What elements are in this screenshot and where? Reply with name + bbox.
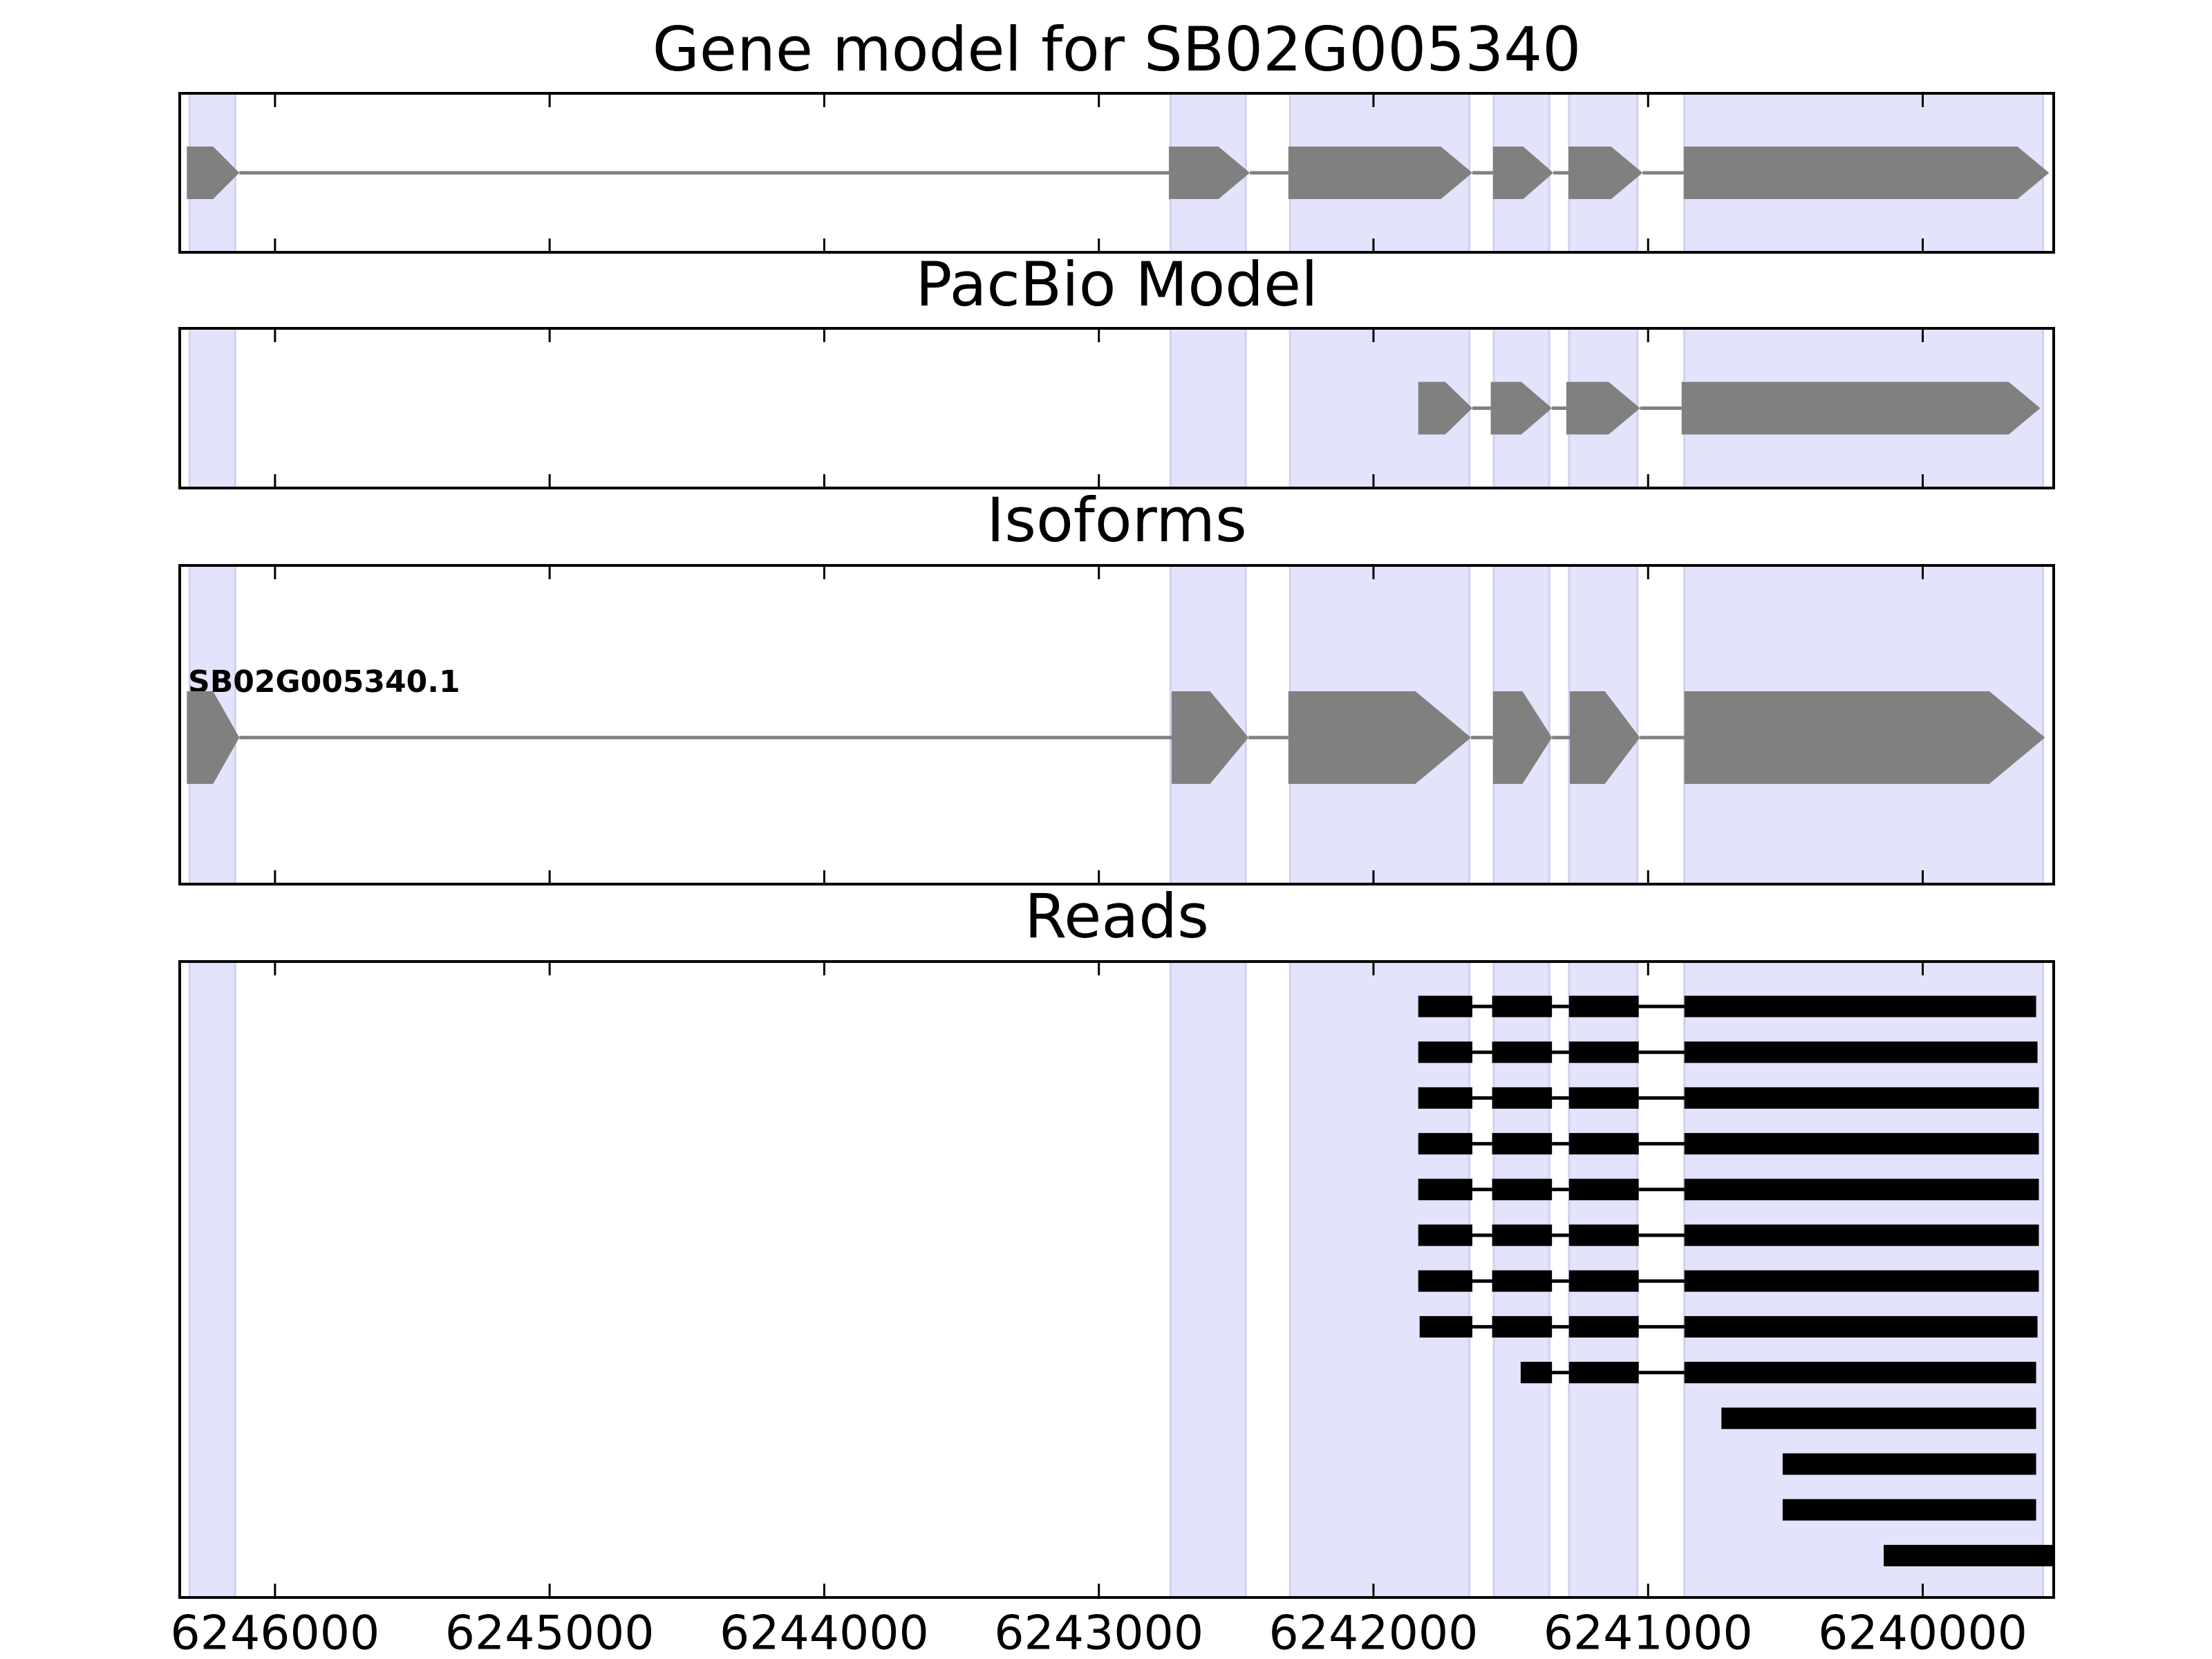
exon bbox=[1570, 691, 1640, 784]
exon bbox=[187, 691, 240, 784]
exon bbox=[1683, 147, 2050, 199]
x-tick-label: 6245000 bbox=[445, 1606, 655, 1659]
panel-frame bbox=[178, 327, 2055, 489]
read-block bbox=[1492, 1179, 1553, 1201]
read-block bbox=[1684, 1041, 2038, 1063]
panel-frame bbox=[178, 564, 2055, 885]
read-block bbox=[1684, 1087, 2039, 1109]
panel-title: Reads bbox=[1024, 881, 1209, 952]
exon bbox=[1171, 691, 1249, 784]
read-block bbox=[1418, 1133, 1472, 1155]
read-block bbox=[1684, 995, 2036, 1018]
exon bbox=[1288, 147, 1472, 199]
panel-title: PacBio Model bbox=[915, 249, 1318, 320]
read-block bbox=[1492, 1224, 1553, 1246]
read-block bbox=[1568, 1270, 1639, 1292]
read-block bbox=[1782, 1499, 2036, 1521]
read-block bbox=[1418, 1041, 1472, 1063]
read-block bbox=[1684, 1362, 2036, 1384]
panel-frame bbox=[178, 92, 2055, 254]
read-block bbox=[1721, 1407, 2036, 1430]
read-block bbox=[1418, 995, 1472, 1018]
read-block bbox=[1568, 1087, 1639, 1109]
read-block bbox=[1418, 1179, 1472, 1201]
read-block bbox=[1492, 1270, 1553, 1292]
exon bbox=[1681, 382, 2041, 435]
read-block bbox=[1568, 1224, 1639, 1246]
exon bbox=[1684, 691, 2045, 784]
x-tick-label: 6240000 bbox=[1818, 1606, 2027, 1659]
read-block bbox=[1418, 1270, 1472, 1292]
x-tick-label: 6241000 bbox=[1544, 1606, 1753, 1659]
read-block bbox=[1418, 1087, 1472, 1109]
read-block bbox=[1782, 1453, 2036, 1475]
read-block bbox=[1418, 1224, 1472, 1246]
read-block bbox=[1684, 1179, 2039, 1201]
read-block bbox=[1492, 1133, 1553, 1155]
exon bbox=[1288, 691, 1471, 784]
read-block bbox=[1684, 1315, 2038, 1338]
read-block bbox=[1492, 1315, 1553, 1338]
read-block bbox=[1568, 1179, 1639, 1201]
read-block bbox=[1568, 1315, 1639, 1338]
read-block bbox=[1884, 1544, 2054, 1566]
isoform-label: SB02G005340.1 bbox=[188, 664, 460, 700]
read-block bbox=[1568, 1133, 1639, 1155]
read-block bbox=[1520, 1362, 1553, 1384]
read-block bbox=[1568, 1362, 1639, 1384]
x-tick-label: 6244000 bbox=[720, 1606, 929, 1659]
exon bbox=[1490, 382, 1553, 435]
exon bbox=[1492, 147, 1554, 199]
exon bbox=[1566, 382, 1640, 435]
panel-title: Gene model for SB02G005340 bbox=[653, 14, 1582, 85]
exon-highlight bbox=[188, 327, 236, 489]
panel-title: Isoforms bbox=[986, 485, 1247, 556]
read-block bbox=[1568, 1041, 1639, 1063]
read-block bbox=[1684, 1270, 2039, 1292]
exon bbox=[1492, 691, 1553, 784]
exon-highlight bbox=[188, 960, 236, 1599]
read-block bbox=[1492, 995, 1553, 1018]
read-block bbox=[1568, 995, 1639, 1018]
read-block bbox=[1492, 1087, 1553, 1109]
exon bbox=[1168, 147, 1250, 199]
read-block bbox=[1492, 1041, 1553, 1063]
exon-highlight bbox=[1169, 960, 1247, 1599]
exon bbox=[1568, 147, 1643, 199]
read-block bbox=[1684, 1133, 2039, 1155]
read-block bbox=[1684, 1224, 2039, 1246]
exon-highlight bbox=[1169, 327, 1247, 489]
exon bbox=[187, 147, 240, 199]
read-block bbox=[1419, 1315, 1472, 1338]
exon bbox=[1418, 382, 1472, 435]
x-tick-label: 6242000 bbox=[1269, 1606, 1479, 1659]
x-tick-label: 6246000 bbox=[170, 1606, 379, 1659]
x-tick-label: 6243000 bbox=[994, 1606, 1203, 1659]
panel-frame bbox=[178, 960, 2055, 1599]
